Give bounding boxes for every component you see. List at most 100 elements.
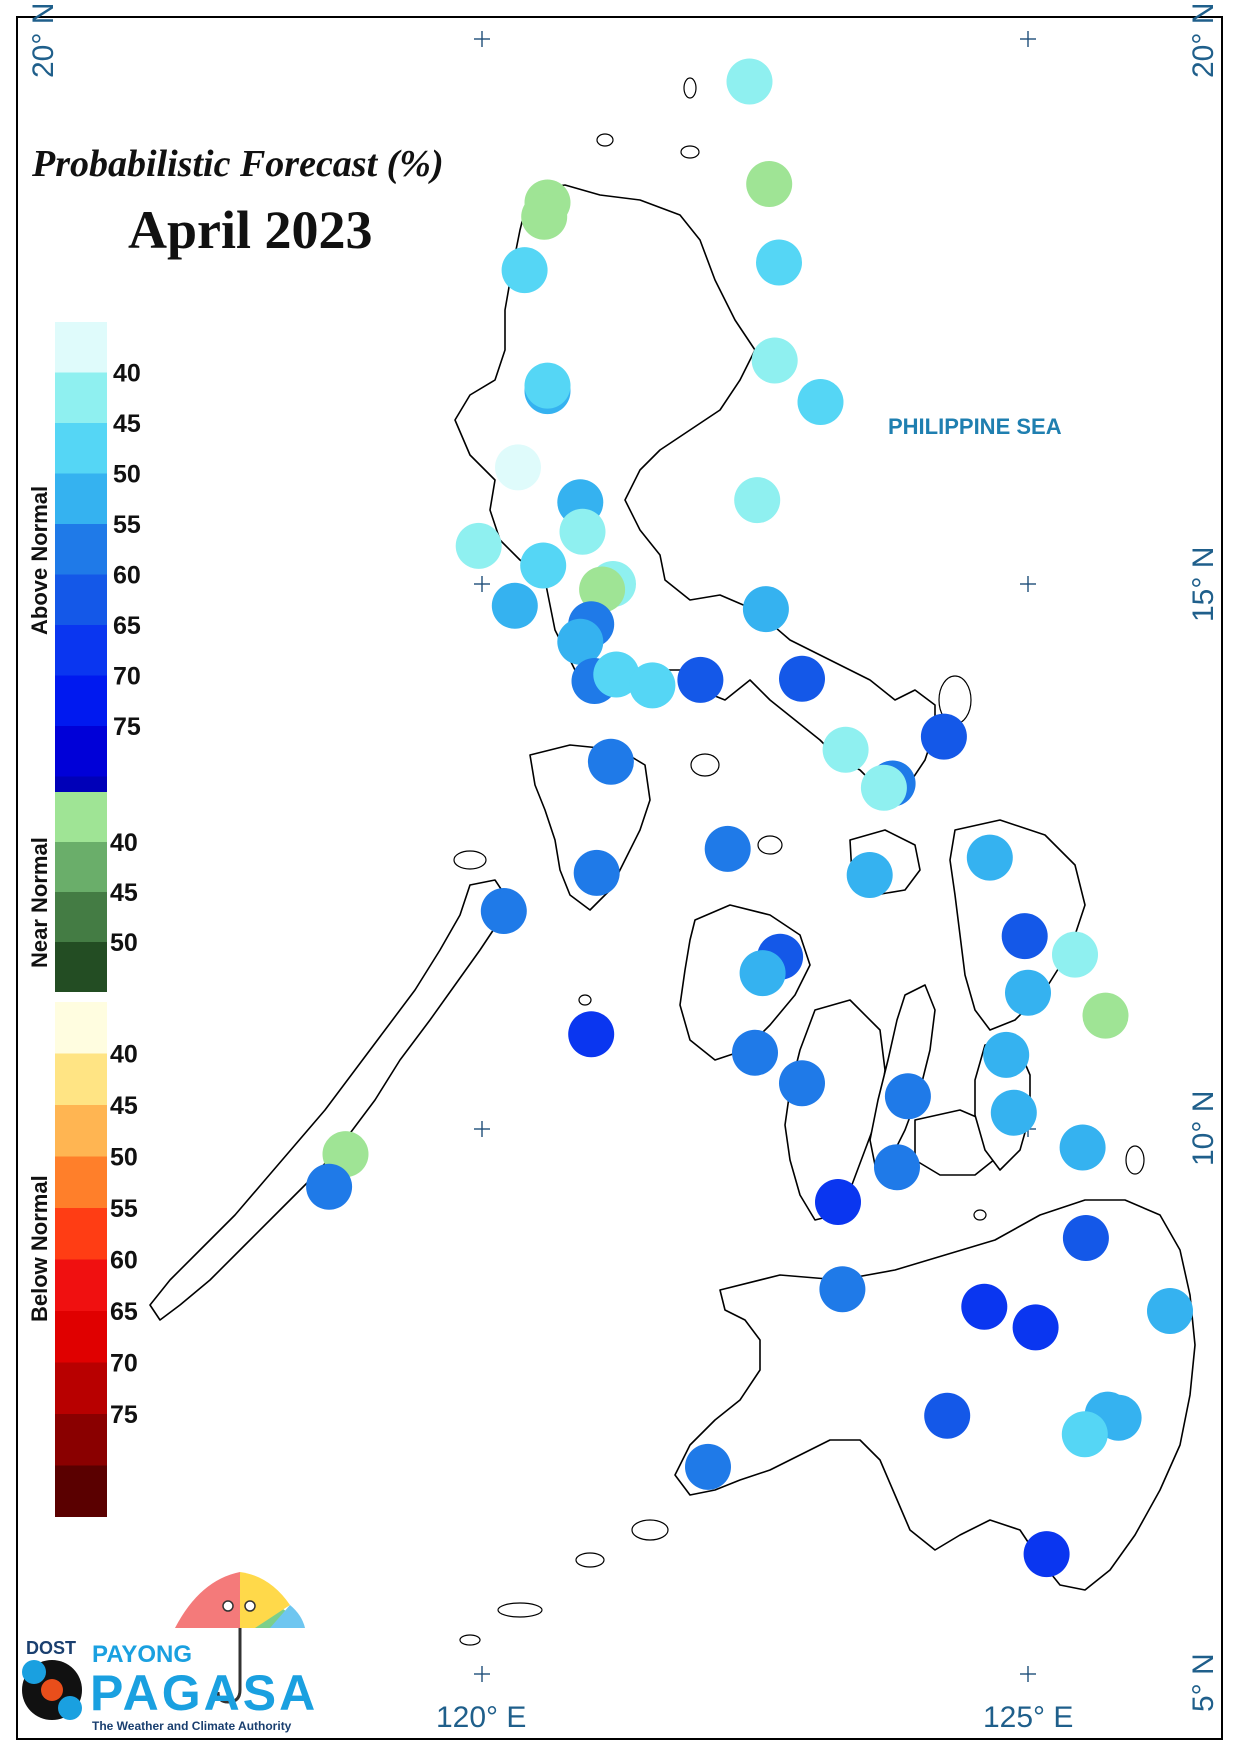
- station-marker: [1023, 1531, 1070, 1578]
- station-marker: [819, 1266, 866, 1313]
- station-marker: [822, 726, 869, 773]
- station-marker: [491, 582, 538, 629]
- station-marker: [797, 379, 844, 425]
- legend-swatch: [55, 892, 107, 942]
- station-marker: [815, 1179, 861, 1225]
- legend-tick-label: 55: [113, 511, 141, 539]
- lon-label-125: 125° E: [983, 1701, 1073, 1734]
- legend-swatch: [55, 1208, 107, 1260]
- jolo-island: [575, 1552, 605, 1568]
- legend-swatch: [55, 792, 107, 842]
- station-marker: [1059, 1124, 1106, 1171]
- legend-swatch: [55, 842, 107, 892]
- legend-swatch: [55, 574, 107, 625]
- legend-label-below-normal: Below Normal: [27, 1175, 52, 1322]
- legend-swatch: [55, 1259, 107, 1311]
- station-marker: [1061, 1411, 1108, 1458]
- station-marker: [966, 834, 1013, 881]
- lat-label-20-left: 20° N: [27, 3, 60, 78]
- legend-swatch: [55, 1362, 107, 1414]
- sea-label: PHILIPPINE SEA: [888, 414, 1062, 439]
- legend-label-near-normal: Near Normal: [27, 837, 52, 968]
- legend-tick-label: 75: [110, 1401, 138, 1429]
- legend-swatch: [55, 1465, 107, 1517]
- legend-swatch: [55, 675, 107, 726]
- station-marker: [990, 1089, 1037, 1136]
- siargao-island: [1125, 1145, 1145, 1175]
- legend-tick-label: 50: [110, 929, 138, 957]
- station-marker: [779, 1060, 825, 1107]
- station-marker: [983, 1031, 1030, 1078]
- station-marker: [587, 738, 634, 785]
- legend-swatch: [55, 473, 107, 524]
- legend-tick-label: 45: [110, 1092, 138, 1120]
- station-marker: [455, 522, 502, 569]
- station-marker: [480, 888, 527, 934]
- marinduque-island: [690, 753, 720, 777]
- station-marker: [739, 950, 786, 997]
- legend-tick-label: 55: [110, 1195, 138, 1223]
- station-marker: [579, 566, 626, 613]
- station-marker: [524, 362, 571, 409]
- pagasa-logo: DOST PAYONG PAGASA The Weather and Clima…: [22, 1572, 318, 1733]
- station-marker: [756, 239, 802, 286]
- station-marker: [495, 444, 541, 491]
- station-marker: [924, 1392, 971, 1439]
- legend-tick-label: 50: [110, 1144, 138, 1172]
- station-marker: [704, 825, 751, 872]
- mindanao-island: [674, 1199, 1196, 1591]
- legend-tick-label: 60: [113, 562, 141, 590]
- legend-swatch: [55, 625, 107, 676]
- babuyan-island-1: [596, 133, 614, 147]
- legend-label-above-normal: Above Normal: [27, 486, 52, 635]
- stations-layer: [306, 58, 1193, 1578]
- station-marker: [1005, 969, 1051, 1016]
- map-title: Probabilistic Forecast (%): [31, 143, 444, 185]
- station-marker: [559, 508, 606, 555]
- legend-tick-label: 45: [110, 879, 138, 907]
- batanes-island: [683, 77, 697, 99]
- logo-tagline: The Weather and Climate Authority: [92, 1719, 292, 1733]
- station-marker: [726, 58, 773, 105]
- legend-tick-label: 40: [110, 1041, 138, 1069]
- station-marker: [746, 161, 793, 207]
- logo-pagasa: PAGASA: [90, 1665, 318, 1721]
- station-marker: [1147, 1288, 1193, 1334]
- legend-tick-label: 70: [110, 1350, 138, 1378]
- station-marker: [573, 849, 620, 896]
- station-marker: [961, 1283, 1008, 1330]
- legend-tick-label: 50: [113, 461, 141, 489]
- station-marker: [306, 1163, 353, 1210]
- legend-tick-label: 60: [110, 1247, 138, 1275]
- station-marker: [884, 1073, 931, 1120]
- legend-swatch: [55, 1105, 107, 1157]
- lat-label-20-right: 20° N: [1187, 3, 1220, 78]
- legend-below-normal: 40 45 50 55 60 65 70 75: [55, 1002, 138, 1517]
- legend-swatch: [55, 423, 107, 474]
- basilan-island: [631, 1519, 669, 1541]
- graticule-marks: [474, 31, 1036, 1682]
- lat-label-15: 15° N: [1187, 547, 1220, 622]
- legend-tick-label: 65: [110, 1298, 138, 1326]
- legend-swatch: [55, 1053, 107, 1105]
- station-marker: [734, 477, 781, 524]
- legend-swatch: [55, 1414, 107, 1466]
- camiguin-island: [973, 1209, 987, 1221]
- legend-tick-label: 65: [113, 612, 141, 640]
- station-marker: [860, 764, 907, 811]
- station-marker: [677, 656, 724, 703]
- station-marker: [1001, 913, 1048, 960]
- sibutu-island: [459, 1634, 481, 1646]
- station-marker: [501, 247, 548, 294]
- station-marker: [629, 662, 676, 709]
- station-marker: [568, 1011, 615, 1058]
- legend-tick-label: 45: [113, 410, 141, 438]
- legend-above-normal: 40 45 50 55 60 65 70 75: [55, 322, 141, 827]
- legend-tick-label: 40: [113, 360, 141, 388]
- station-marker: [779, 655, 825, 702]
- legend-swatch: [55, 726, 107, 777]
- map-subtitle: April 2023: [128, 200, 373, 260]
- station-marker: [521, 193, 568, 240]
- station-marker: [751, 337, 798, 384]
